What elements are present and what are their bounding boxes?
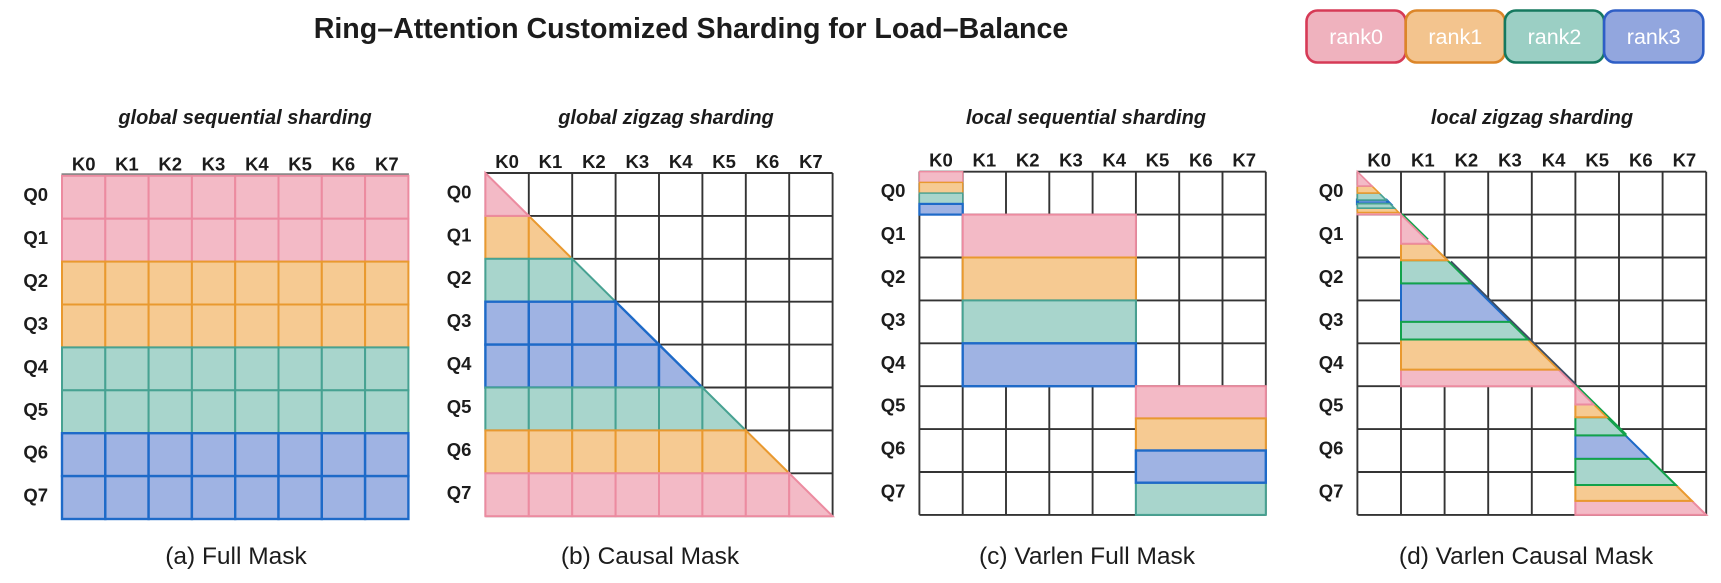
svg-text:(d) Varlen Causal Mask: (d) Varlen Causal Mask bbox=[1399, 543, 1654, 570]
svg-text:Q7: Q7 bbox=[1319, 480, 1344, 501]
svg-text:K7: K7 bbox=[1232, 150, 1256, 171]
svg-text:Q3: Q3 bbox=[23, 313, 48, 334]
svg-text:Q1: Q1 bbox=[23, 227, 48, 248]
svg-text:rank0: rank0 bbox=[1329, 25, 1383, 49]
svg-text:K4: K4 bbox=[245, 154, 269, 175]
svg-text:K3: K3 bbox=[1498, 150, 1522, 171]
svg-text:(c) Varlen Full Mask: (c) Varlen Full Mask bbox=[979, 543, 1196, 570]
svg-text:Q4: Q4 bbox=[447, 353, 472, 374]
svg-text:K5: K5 bbox=[712, 151, 736, 172]
svg-text:K3: K3 bbox=[202, 154, 226, 175]
svg-text:rank3: rank3 bbox=[1627, 25, 1681, 49]
svg-text:rank1: rank1 bbox=[1428, 25, 1482, 49]
svg-text:K1: K1 bbox=[115, 154, 139, 175]
svg-text:K7: K7 bbox=[375, 154, 399, 175]
svg-text:Q5: Q5 bbox=[447, 396, 472, 417]
svg-text:Q5: Q5 bbox=[881, 395, 906, 416]
svg-text:global zigzag sharding: global zigzag sharding bbox=[557, 107, 774, 129]
svg-text:Q0: Q0 bbox=[1319, 180, 1344, 201]
svg-text:K4: K4 bbox=[1542, 150, 1566, 171]
svg-text:K1: K1 bbox=[1411, 150, 1435, 171]
svg-text:(b) Causal Mask: (b) Causal Mask bbox=[561, 543, 740, 570]
svg-text:Q6: Q6 bbox=[447, 439, 472, 460]
svg-text:Q3: Q3 bbox=[1319, 309, 1344, 330]
svg-text:(a) Full Mask: (a) Full Mask bbox=[165, 543, 307, 570]
svg-text:K0: K0 bbox=[72, 154, 96, 175]
svg-text:Q0: Q0 bbox=[447, 181, 472, 202]
svg-text:Q0: Q0 bbox=[23, 184, 48, 205]
svg-text:K3: K3 bbox=[625, 151, 649, 172]
svg-text:Q5: Q5 bbox=[1319, 395, 1344, 416]
svg-text:K6: K6 bbox=[756, 151, 780, 172]
svg-text:K2: K2 bbox=[582, 151, 606, 172]
svg-text:global sequential sharding: global sequential sharding bbox=[117, 107, 371, 129]
svg-text:Q1: Q1 bbox=[447, 224, 472, 245]
svg-text:Q6: Q6 bbox=[23, 442, 48, 463]
svg-text:Q0: Q0 bbox=[881, 180, 906, 201]
svg-text:K6: K6 bbox=[1189, 150, 1213, 171]
svg-text:Q3: Q3 bbox=[881, 309, 906, 330]
svg-text:K4: K4 bbox=[1102, 150, 1126, 171]
svg-text:Q5: Q5 bbox=[23, 399, 48, 420]
svg-text:K7: K7 bbox=[1673, 150, 1697, 171]
svg-text:K0: K0 bbox=[1367, 150, 1391, 171]
svg-text:K7: K7 bbox=[799, 151, 823, 172]
svg-text:local sequential sharding: local sequential sharding bbox=[966, 107, 1206, 129]
svg-text:rank2: rank2 bbox=[1528, 25, 1582, 49]
svg-text:K1: K1 bbox=[539, 151, 563, 172]
svg-text:K2: K2 bbox=[1455, 150, 1479, 171]
svg-text:K5: K5 bbox=[1146, 150, 1170, 171]
svg-text:Q3: Q3 bbox=[447, 310, 472, 331]
svg-text:Q7: Q7 bbox=[23, 485, 48, 506]
svg-text:Q6: Q6 bbox=[1319, 438, 1344, 459]
svg-text:Q4: Q4 bbox=[1319, 352, 1344, 373]
svg-text:Q1: Q1 bbox=[1319, 223, 1344, 244]
svg-text:Q7: Q7 bbox=[447, 482, 472, 503]
svg-text:Q2: Q2 bbox=[1319, 266, 1344, 287]
svg-text:Ring–Attention Customized Shar: Ring–Attention Customized Sharding for L… bbox=[314, 13, 1069, 45]
svg-text:K0: K0 bbox=[495, 151, 519, 172]
svg-text:Q2: Q2 bbox=[881, 266, 906, 287]
svg-text:K6: K6 bbox=[1629, 150, 1653, 171]
svg-text:Q4: Q4 bbox=[881, 352, 906, 373]
svg-text:K5: K5 bbox=[1585, 150, 1609, 171]
svg-text:Q6: Q6 bbox=[881, 438, 906, 459]
svg-text:K4: K4 bbox=[669, 151, 693, 172]
svg-text:K3: K3 bbox=[1059, 150, 1083, 171]
svg-text:local zigzag sharding: local zigzag sharding bbox=[1431, 107, 1633, 129]
svg-text:Q4: Q4 bbox=[23, 356, 48, 377]
svg-text:K6: K6 bbox=[332, 154, 356, 175]
svg-text:Q7: Q7 bbox=[881, 480, 906, 501]
svg-text:K5: K5 bbox=[288, 154, 312, 175]
svg-text:Q2: Q2 bbox=[23, 270, 48, 291]
svg-text:K2: K2 bbox=[1016, 150, 1040, 171]
svg-text:Q1: Q1 bbox=[881, 223, 906, 244]
svg-text:K1: K1 bbox=[972, 150, 996, 171]
svg-text:K0: K0 bbox=[929, 150, 953, 171]
svg-text:K2: K2 bbox=[158, 154, 182, 175]
svg-text:Q2: Q2 bbox=[447, 267, 472, 288]
